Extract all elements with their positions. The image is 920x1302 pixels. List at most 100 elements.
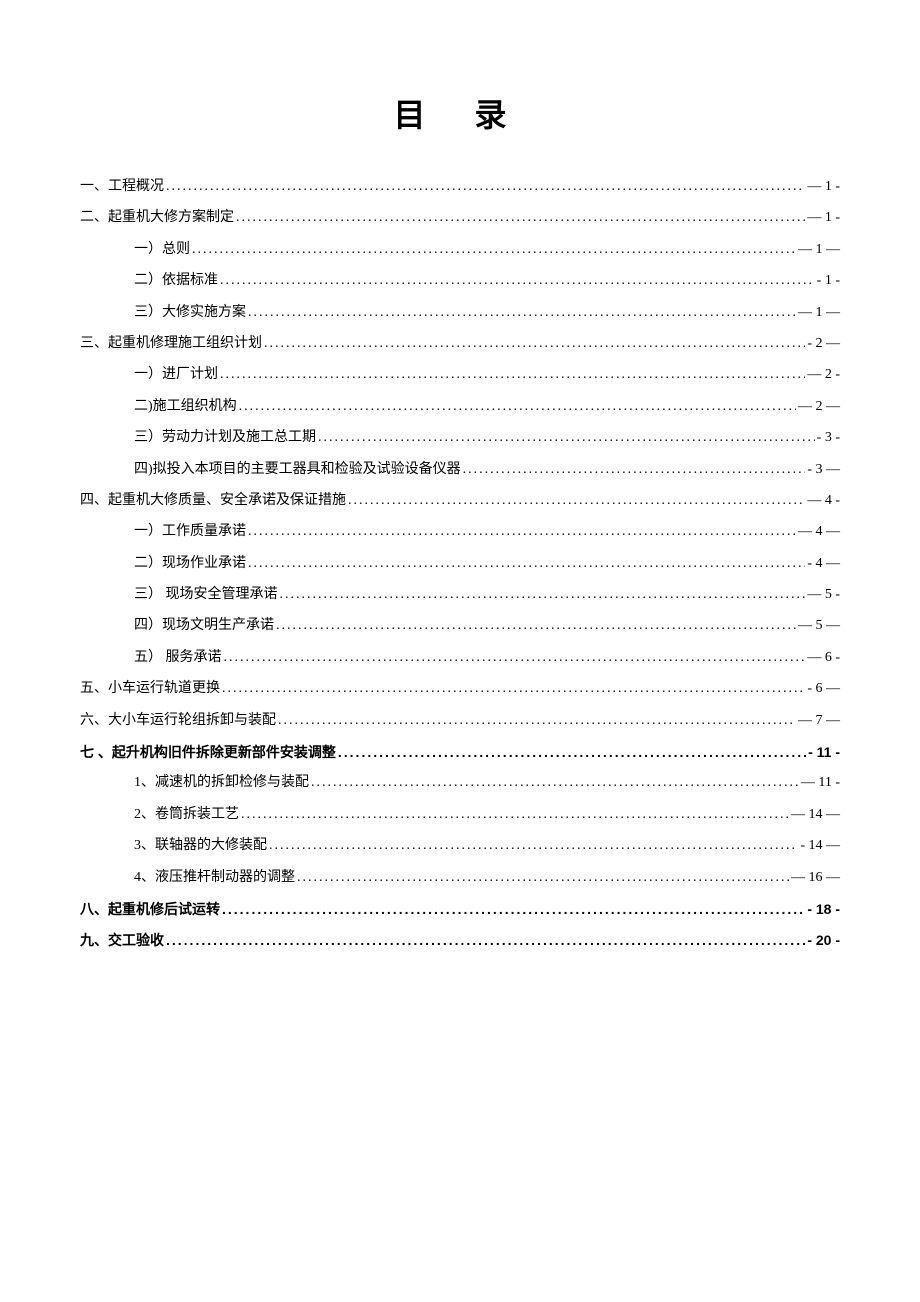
toc-leader-dots xyxy=(166,176,805,198)
toc-entry-page: - 18 - xyxy=(807,898,840,920)
toc-entry-page: — 1 - xyxy=(807,176,840,198)
toc-entry: 三）大修实施方案 — 1 — xyxy=(134,302,840,324)
toc-entry-label: 五、小车运行轨道更换 xyxy=(80,678,220,700)
toc-leader-dots xyxy=(276,615,796,637)
toc-leader-dots xyxy=(248,302,796,324)
toc-entry-label: 1、减速机的拆卸检修与装配 xyxy=(134,772,309,794)
toc-entry: 二）依据标准 - 1 - xyxy=(134,270,840,292)
toc-entry-label: 六、大小车运行轮组拆卸与装配 xyxy=(80,710,276,732)
toc-entry: 三） 现场安全管理承诺 — 5 - xyxy=(134,584,840,606)
toc-entry: 一）工作质量承诺 — 4 — xyxy=(134,521,840,543)
toc-entry-page: — 6 - xyxy=(807,647,840,669)
toc-leader-dots xyxy=(222,678,805,700)
toc-entry: 二）现场作业承诺 - 4 — xyxy=(134,553,840,575)
toc-entry: 四、起重机大修质量、安全承诺及保证措施— 4 - xyxy=(80,490,840,512)
toc-entry-page: — 1 — xyxy=(798,239,840,261)
toc-entry: 二)施工组织机构 — 2 — xyxy=(134,396,840,418)
toc-entry: 五、小车运行轨道更换 - 6 — xyxy=(80,678,840,700)
table-of-contents: 一、工程概况 — 1 - 二、起重机大修方案制定 — 1 - 一）总则 — 1 — 二）依据… xyxy=(80,176,840,952)
toc-leader-dots xyxy=(166,929,805,951)
toc-entry-page: - 11 - xyxy=(808,741,840,763)
toc-entry-label: 四、起重机大修质量、安全承诺及保证措施 xyxy=(80,490,346,512)
toc-entry-label: 四）现场文明生产承诺 xyxy=(134,615,274,637)
toc-entry-page: — 5 — xyxy=(798,615,840,637)
toc-leader-dots xyxy=(463,459,806,481)
toc-leader-dots xyxy=(222,898,805,920)
toc-entry-label: 一）进厂计划 xyxy=(134,364,218,386)
toc-entry-label: 三、起重机修理施工组织计划 xyxy=(80,333,262,355)
toc-entry-page: - 6 — xyxy=(807,678,840,700)
toc-entry-page: — 1 - xyxy=(807,207,840,229)
toc-entry-page: - 1 - xyxy=(817,270,840,292)
toc-entry-label: 2、卷筒拆装工艺 xyxy=(134,804,239,826)
toc-entry-page: - 20 - xyxy=(807,929,840,951)
toc-leader-dots xyxy=(236,207,805,229)
toc-entry-label: 4、液压推杆制动器的调整 xyxy=(134,867,295,889)
toc-entry: 六、大小车运行轮组拆卸与装配 — 7 — xyxy=(80,710,840,732)
toc-entry-page: - 14 — xyxy=(800,835,840,857)
toc-entry: 八、起重机修后试运转 - 18 - xyxy=(80,898,840,920)
toc-entry: 三）劳动力计划及施工总工期- 3 - xyxy=(134,427,840,449)
toc-entry: 一）进厂计划 — 2 - xyxy=(134,364,840,386)
toc-entry: 四)拟投入本项目的主要工器具和检验及试验设备仪器 - 3 — xyxy=(134,459,840,481)
toc-entry: 四）现场文明生产承诺 — 5 — xyxy=(134,615,840,637)
toc-entry: 九、交工验收 - 20 - xyxy=(80,929,840,951)
toc-entry-label: 二、起重机大修方案制定 xyxy=(80,207,234,229)
toc-entry: 七 、起升机构旧件拆除更新部件安装调整 - 11 - xyxy=(80,741,840,763)
toc-entry-label: 七 、起升机构旧件拆除更新部件安装调整 xyxy=(80,741,336,763)
toc-entry-page: - 3 — xyxy=(807,459,840,481)
toc-leader-dots xyxy=(220,270,815,292)
toc-leader-dots xyxy=(278,710,796,732)
toc-leader-dots xyxy=(248,521,796,543)
toc-entry-page: - 4 — xyxy=(807,553,840,575)
toc-leader-dots xyxy=(338,741,806,763)
toc-entry-page: — 11 - xyxy=(801,772,840,794)
toc-entry: 3、联轴器的大修装配 - 14 — xyxy=(134,835,840,857)
toc-entry: 一、工程概况 — 1 - xyxy=(80,176,840,198)
toc-leader-dots xyxy=(192,239,796,261)
toc-entry-label: 三） 现场安全管理承诺 xyxy=(134,584,278,606)
toc-entry-label: 一、工程概况 xyxy=(80,176,164,198)
toc-entry-label: 四)拟投入本项目的主要工器具和检验及试验设备仪器 xyxy=(134,459,461,481)
toc-entry: 一）总则 — 1 — xyxy=(134,239,840,261)
toc-entry-label: 二）现场作业承诺 xyxy=(134,553,246,575)
toc-entry-page: - 2 — xyxy=(807,333,840,355)
toc-entry-label: 九、交工验收 xyxy=(80,929,164,951)
toc-entry-page: — 7 — xyxy=(798,710,840,732)
toc-entry: 二、起重机大修方案制定 — 1 - xyxy=(80,207,840,229)
toc-entry-page: — 2 - xyxy=(807,364,840,386)
toc-entry-label: 二)施工组织机构 xyxy=(134,396,237,418)
toc-entry-label: 一）工作质量承诺 xyxy=(134,521,246,543)
toc-leader-dots xyxy=(318,427,815,449)
toc-entry-page: — 5 - xyxy=(807,584,840,606)
toc-entry: 2、卷筒拆装工艺 — 14 — xyxy=(134,804,840,826)
toc-leader-dots xyxy=(297,867,789,889)
toc-leader-dots xyxy=(348,490,805,512)
toc-leader-dots xyxy=(241,804,789,826)
toc-leader-dots xyxy=(224,647,806,669)
toc-leader-dots xyxy=(239,396,796,418)
toc-entry-page: — 4 — xyxy=(798,521,840,543)
toc-entry-page: — 2 — xyxy=(798,396,840,418)
toc-entry: 三、起重机修理施工组织计划 - 2 — xyxy=(80,333,840,355)
toc-entry-label: 一）总则 xyxy=(134,239,190,261)
toc-entry-label: 三）大修实施方案 xyxy=(134,302,246,324)
toc-entry-page: — 1 — xyxy=(798,302,840,324)
toc-leader-dots xyxy=(248,553,805,575)
toc-entry-page: — 14 — xyxy=(791,804,840,826)
toc-entry-label: 3、联轴器的大修装配 xyxy=(134,835,267,857)
toc-leader-dots xyxy=(220,364,805,386)
toc-leader-dots xyxy=(280,584,806,606)
toc-entry: 4、液压推杆制动器的调整 — 16 — xyxy=(134,867,840,889)
toc-entry: 五） 服务承诺 — 6 - xyxy=(134,647,840,669)
toc-entry-label: 五） 服务承诺 xyxy=(134,647,222,669)
toc-leader-dots xyxy=(264,333,805,355)
toc-entry-page: — 16 — xyxy=(791,867,840,889)
toc-leader-dots xyxy=(311,772,799,794)
toc-entry: 1、减速机的拆卸检修与装配 — 11 - xyxy=(134,772,840,794)
toc-entry-label: 二）依据标准 xyxy=(134,270,218,292)
toc-entry-page: - 3 - xyxy=(817,427,840,449)
toc-leader-dots xyxy=(269,835,798,857)
document-title: 目 录 xyxy=(80,90,840,136)
toc-entry-label: 八、起重机修后试运转 xyxy=(80,898,220,920)
